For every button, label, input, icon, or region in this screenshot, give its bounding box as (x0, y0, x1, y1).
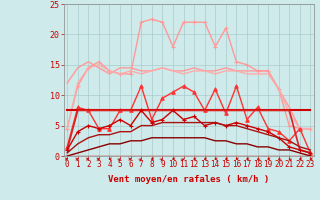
X-axis label: Vent moyen/en rafales ( km/h ): Vent moyen/en rafales ( km/h ) (108, 175, 269, 184)
